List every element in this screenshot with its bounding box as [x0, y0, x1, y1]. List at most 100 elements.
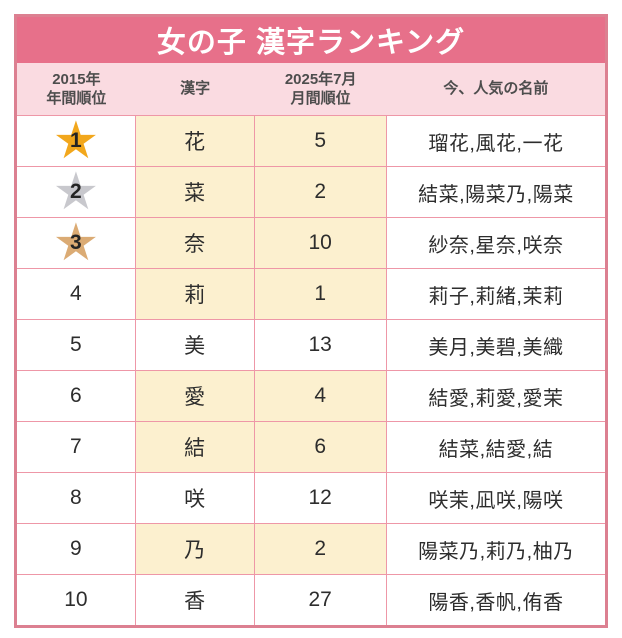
monthly-rank-value: 13: [308, 333, 332, 356]
header-annual-rank-line2: 年間順位: [46, 90, 107, 107]
table-row: ★ 1 花 5 瑠花,風花,一花: [17, 115, 605, 166]
annual-rank-cell: ★ 1: [17, 116, 136, 166]
popular-names-value: 咲茉,凪咲,陽咲: [428, 489, 564, 512]
kanji-value: 香: [184, 590, 206, 613]
kanji-cell: 奈: [135, 218, 255, 268]
table-body: ★ 1 花 5 瑠花,風花,一花 ★ 2 菜 2 結菜,: [17, 115, 605, 625]
annual-rank-value: 3: [70, 231, 82, 254]
monthly-rank-cell: 4: [254, 371, 387, 421]
monthly-rank-value: 6: [314, 435, 327, 458]
monthly-rank-value: 2: [314, 180, 327, 203]
names-cell: 結菜,陽菜乃,陽菜: [387, 167, 605, 217]
names-cell: 結愛,莉愛,愛茉: [387, 371, 605, 421]
monthly-rank-cell: 12: [255, 473, 387, 523]
header-monthly-rank-2025: 2025年7月 月間順位: [255, 63, 387, 115]
header-annual-rank-2015: 2015年 年間順位: [17, 63, 136, 115]
kanji-cell: 愛: [135, 371, 255, 421]
table-row: 9 乃 2 陽菜乃,莉乃,柚乃: [17, 523, 605, 574]
names-cell: 瑠花,風花,一花: [387, 116, 605, 166]
popular-names-value: 紗奈,星奈,咲奈: [428, 234, 564, 257]
annual-rank-cell: 8: [17, 473, 136, 523]
table-row: 7 結 6 結菜,結愛,結: [17, 421, 605, 472]
popular-names-value: 瑠花,風花,一花: [428, 132, 564, 155]
names-cell: 結菜,結愛,結: [387, 422, 605, 472]
annual-rank-value: 1: [70, 129, 82, 152]
kanji-cell: 乃: [135, 524, 255, 574]
kanji-value: 結: [184, 437, 206, 460]
monthly-rank-cell: 6: [254, 422, 387, 472]
table-row: ★ 2 菜 2 結菜,陽菜乃,陽菜: [17, 166, 605, 217]
popular-names-value: 結菜,陽菜乃,陽菜: [418, 183, 574, 206]
monthly-rank-cell: 2: [254, 167, 387, 217]
annual-rank-value: 8: [70, 486, 82, 509]
popular-names-value: 美月,美碧,美織: [428, 336, 564, 359]
monthly-rank-cell: 2: [254, 524, 387, 574]
table-header: 2015年 年間順位 漢字 2025年7月 月間順位 今、人気の名前: [17, 63, 605, 115]
names-cell: 美月,美碧,美織: [387, 320, 605, 370]
table-row: 4 莉 1 莉子,莉緒,茉莉: [17, 268, 605, 319]
popular-names-value: 陽菜乃,莉乃,柚乃: [418, 540, 574, 563]
annual-rank-value: 5: [70, 333, 82, 356]
rank-star-badge: ★ 3: [51, 218, 101, 268]
monthly-rank-value: 5: [314, 129, 327, 152]
girls-kanji-ranking-table: 女の子 漢字ランキング 2015年 年間順位 漢字 2025年7月 月間順位 今…: [14, 14, 608, 628]
rank-star-badge: ★ 1: [51, 116, 101, 166]
kanji-value: 愛: [184, 386, 206, 409]
annual-rank-cell: 10: [17, 575, 136, 625]
popular-names-value: 結愛,莉愛,愛茉: [428, 387, 564, 410]
annual-rank-value: 4: [70, 282, 82, 305]
bronze-star-icon: ★: [52, 218, 100, 268]
kanji-value: 莉: [184, 284, 206, 307]
table-row: 5 美 13 美月,美碧,美織: [17, 319, 605, 370]
annual-rank-value: 9: [70, 537, 82, 560]
monthly-rank-cell: 27: [255, 575, 387, 625]
names-cell: 陽菜乃,莉乃,柚乃: [387, 524, 605, 574]
annual-rank-cell: 7: [17, 422, 136, 472]
monthly-rank-cell: 13: [255, 320, 387, 370]
monthly-rank-cell: 10: [254, 218, 387, 268]
title-bar: 女の子 漢字ランキング: [17, 17, 605, 63]
monthly-rank-value: 27: [308, 588, 332, 611]
table-row: 6 愛 4 結愛,莉愛,愛茉: [17, 370, 605, 421]
silver-star-icon: ★: [52, 167, 100, 217]
kanji-cell: 花: [135, 116, 255, 166]
names-cell: 紗奈,星奈,咲奈: [387, 218, 605, 268]
table-row: ★ 3 奈 10 紗奈,星奈,咲奈: [17, 217, 605, 268]
monthly-rank-value: 1: [314, 282, 327, 305]
kanji-value: 咲: [184, 488, 206, 511]
annual-rank-cell: 4: [17, 269, 136, 319]
names-cell: 莉子,莉緒,茉莉: [387, 269, 605, 319]
popular-names-value: 陽香,香帆,侑香: [428, 591, 564, 614]
annual-rank-value: 2: [70, 180, 82, 203]
kanji-value: 奈: [184, 233, 206, 256]
monthly-rank-cell: 5: [254, 116, 387, 166]
annual-rank-value: 10: [64, 588, 88, 611]
kanji-cell: 菜: [135, 167, 255, 217]
names-cell: 陽香,香帆,侑香: [387, 575, 605, 625]
kanji-cell: 莉: [135, 269, 255, 319]
header-annual-rank-line1: 2015年: [52, 70, 101, 88]
kanji-cell: 咲: [136, 473, 255, 523]
kanji-cell: 美: [136, 320, 255, 370]
rank-star-badge: ★ 2: [51, 167, 101, 217]
names-cell: 咲茉,凪咲,陽咲: [387, 473, 605, 523]
annual-rank-cell: ★ 2: [17, 167, 136, 217]
kanji-value: 乃: [184, 539, 206, 562]
annual-rank-cell: ★ 3: [17, 218, 136, 268]
kanji-cell: 香: [136, 575, 255, 625]
header-popular-names: 今、人気の名前: [443, 80, 549, 98]
header-monthly-rank-line1: 2025年7月: [284, 70, 357, 88]
kanji-value: 菜: [184, 182, 206, 205]
page-title: 女の子 漢字ランキング: [156, 27, 466, 59]
annual-rank-cell: 6: [17, 371, 136, 421]
monthly-rank-cell: 1: [254, 269, 387, 319]
monthly-rank-value: 4: [314, 384, 327, 407]
header-monthly-rank-line2: 月間順位: [290, 90, 351, 107]
table-row: 8 咲 12 咲茉,凪咲,陽咲: [17, 472, 605, 523]
monthly-rank-value: 10: [308, 231, 332, 254]
annual-rank-value: 6: [70, 384, 82, 407]
header-kanji: 漢字: [180, 80, 211, 98]
popular-names-value: 結菜,結愛,結: [438, 438, 554, 461]
annual-rank-cell: 9: [17, 524, 136, 574]
annual-rank-value: 7: [70, 435, 82, 458]
